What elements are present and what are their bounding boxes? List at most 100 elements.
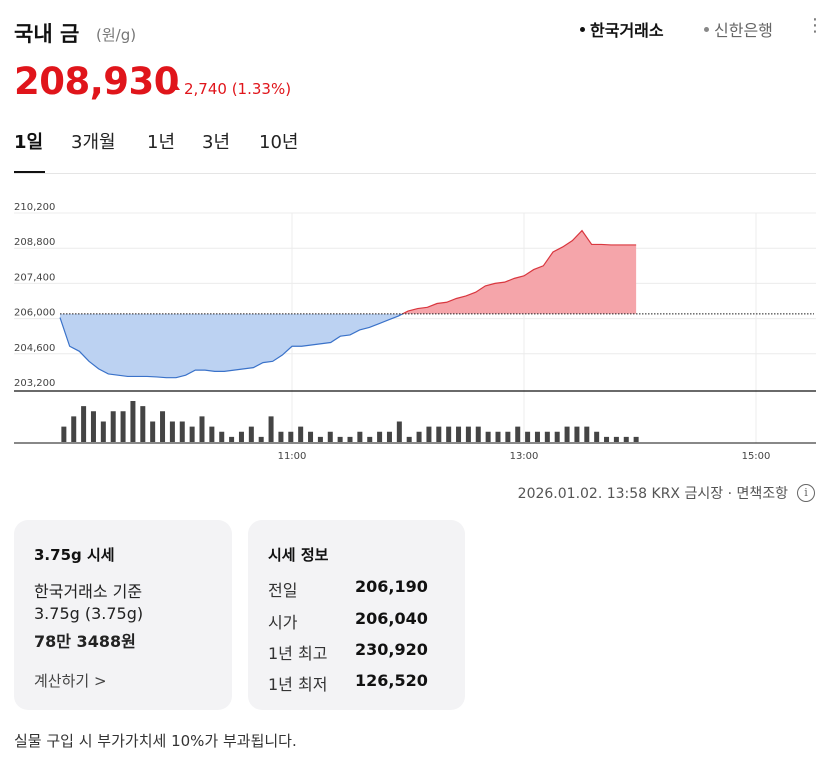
volume-bar (534, 431, 540, 442)
volume-bar (140, 406, 146, 442)
unit-label: (원/g) (96, 26, 137, 44)
volume-bar (337, 436, 343, 442)
volume-bar (623, 436, 629, 442)
volume-bar (150, 421, 156, 442)
volume-bar (613, 436, 619, 442)
volume-bar (377, 431, 383, 442)
volume-bar (130, 401, 136, 442)
y-tick-label: 203,200 (14, 378, 55, 389)
page-title: 국내 금 (14, 22, 80, 46)
chart-lines (14, 229, 816, 444)
volume-bar (515, 426, 521, 442)
info-label: 시가 (268, 613, 298, 632)
y-axis-labels: 210,200 208,800 207,400 206,000 204,600 203,2… (14, 202, 55, 389)
y-tick-label: 206,000 (14, 308, 55, 319)
volume-bar (554, 431, 560, 442)
volume-bar (357, 431, 363, 442)
source-label: 신한은행 (714, 21, 773, 40)
volume-bar (456, 426, 462, 442)
y-tick-label: 207,400 (14, 272, 55, 283)
bullet-icon (580, 27, 585, 32)
volume-bar (564, 426, 570, 442)
volume-bar (436, 426, 442, 442)
divider (14, 173, 816, 174)
price-line-down (59, 313, 404, 379)
volume-bar (298, 426, 304, 442)
volume-bar (475, 426, 481, 442)
volume-bar (199, 416, 205, 442)
volume-bar (81, 406, 87, 442)
volume-bar (367, 436, 373, 442)
tab-3year[interactable]: 3년 (202, 132, 231, 153)
y-tick-label: 204,600 (14, 343, 55, 354)
volume-bar (278, 431, 284, 442)
info-value: 230,920 (355, 640, 428, 659)
y-tick-label: 210,200 (14, 202, 55, 213)
volume-bar (574, 426, 580, 442)
volume-bar (160, 411, 166, 442)
volume-bar (248, 426, 254, 442)
source-tab-shinhan[interactable]: 신한은행 (704, 17, 773, 41)
card-title: 시세 정보 (268, 546, 329, 564)
timestamp-text: 2026.01.02. 13:58 KRX 금시장 · 면책조항 (517, 486, 788, 502)
volume-bar (268, 416, 274, 442)
volume-bar (594, 431, 600, 442)
weight-text: 3.75g (3.75g) (34, 604, 144, 623)
volume-bar (347, 436, 353, 442)
y-tick-label: 208,800 (14, 237, 55, 248)
basis-text: 한국거래소 기준 (34, 582, 143, 601)
price-3-75g: 78만 3488원 (34, 632, 136, 651)
card-3-75g: 3.75g 시세 한국거래소 기준 3.75g (3.75g) 78만 3488… (14, 520, 232, 710)
volume-bar (71, 416, 77, 442)
info-value: 206,190 (355, 577, 428, 596)
x-axis-labels: 11:00 13:00 15:00 (278, 451, 771, 462)
volume-bar (61, 426, 67, 442)
x-tick-label: 13:00 (510, 451, 539, 462)
volume-bar (90, 411, 96, 442)
volume-bar (584, 426, 590, 442)
volume-bar (179, 421, 185, 442)
volume-bar (219, 431, 225, 442)
source-tab-krx[interactable]: 한국거래소 (580, 17, 664, 41)
volume-bar (604, 436, 610, 442)
volume-bars (61, 401, 639, 442)
current-price: 208,930 (14, 60, 180, 103)
info-label: 전일 (268, 581, 298, 600)
info-value: 126,520 (355, 671, 428, 690)
volume-bar (258, 436, 264, 442)
source-label: 한국거래소 (590, 21, 664, 40)
volume-bar (544, 431, 550, 442)
info-icon[interactable]: i (797, 484, 815, 502)
price-chart[interactable]: 210,200 208,800 207,400 206,000 204,600 203,2… (0, 195, 830, 465)
volume-bar (525, 431, 531, 442)
volume-bar (495, 431, 501, 442)
up-triangle-icon (170, 83, 180, 90)
volume-bar (317, 436, 323, 442)
volume-bar (485, 431, 491, 442)
timestamp: 2026.01.02. 13:58 KRX 금시장 · 면책조항 (518, 483, 814, 503)
volume-bar (238, 431, 244, 442)
tab-3month[interactable]: 3개월 (71, 132, 116, 153)
area-up (60, 230, 637, 314)
price-change: 2,740 (1.33%) (184, 80, 292, 98)
volume-bar (209, 426, 215, 442)
area-down (60, 313, 637, 378)
tab-1day[interactable]: 1일 (14, 132, 44, 153)
info-label: 1년 최저 (268, 675, 328, 694)
x-tick-label: 11:00 (278, 451, 307, 462)
volume-bar (120, 411, 126, 442)
calculate-link[interactable]: 계산하기 > (34, 672, 107, 690)
volume-bar (169, 421, 175, 442)
info-label: 1년 최고 (268, 644, 328, 663)
volume-bar (229, 436, 235, 442)
volume-bar (426, 426, 432, 442)
volume-bar (327, 431, 333, 442)
x-tick-label: 15:00 (742, 451, 771, 462)
bullet-icon (704, 27, 709, 32)
card-title: 3.75g 시세 (34, 546, 115, 564)
more-options-icon[interactable]: ⋮ (806, 15, 824, 36)
volume-bar (100, 421, 106, 442)
tab-10year[interactable]: 10년 (259, 132, 299, 153)
footnote: 실물 구입 시 부가가치세 10%가 부과됩니다. (14, 732, 297, 750)
tab-1year[interactable]: 1년 (147, 132, 176, 153)
